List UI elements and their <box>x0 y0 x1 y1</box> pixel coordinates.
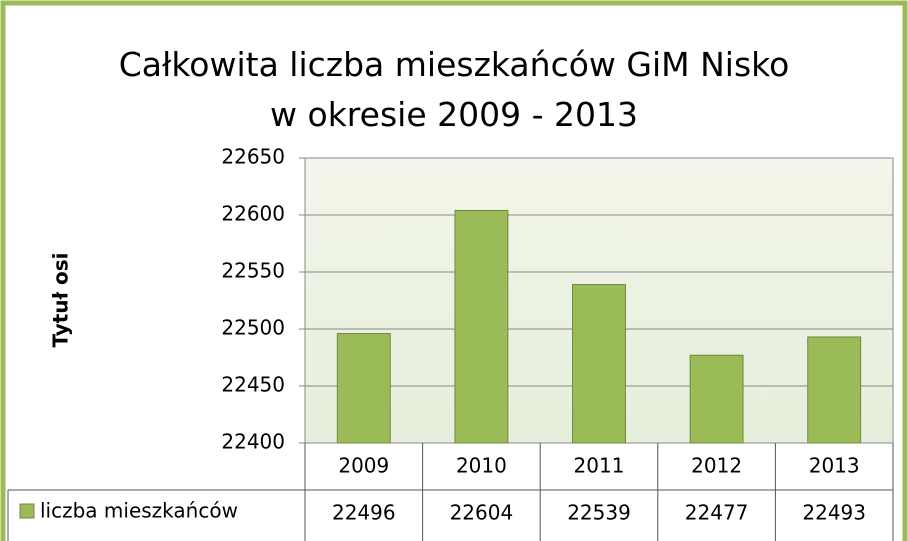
y-tick-label: 22400 <box>221 430 285 454</box>
table-value: 22493 <box>802 501 866 525</box>
table-value: 22604 <box>450 501 514 525</box>
x-tick-label: 2013 <box>809 454 860 478</box>
legend-label: liczba mieszkańców <box>40 499 238 523</box>
bar <box>689 354 744 444</box>
x-tick-label: 2012 <box>691 454 742 478</box>
chart-title: Całkowita liczba mieszkańców GiM Nisko w… <box>118 45 790 134</box>
table-value: 22477 <box>685 501 749 525</box>
legend-key <box>19 503 35 519</box>
table-value: 22496 <box>332 501 396 525</box>
x-tick-label: 2009 <box>338 454 389 478</box>
x-tick-label: 2010 <box>456 454 507 478</box>
y-tick-label: 22600 <box>221 202 285 226</box>
y-tick-label: 22500 <box>221 316 285 340</box>
y-axis-label: Tytuł osi <box>49 253 73 348</box>
bar <box>336 333 391 444</box>
bar <box>807 336 862 444</box>
table-value: 22539 <box>567 501 631 525</box>
x-tick-label: 2011 <box>574 454 625 478</box>
y-tick-label: 22450 <box>221 373 285 397</box>
bar <box>454 209 509 444</box>
bar <box>572 284 626 444</box>
y-tick-label: 22650 <box>221 145 285 169</box>
y-tick-label: 22550 <box>221 259 285 283</box>
